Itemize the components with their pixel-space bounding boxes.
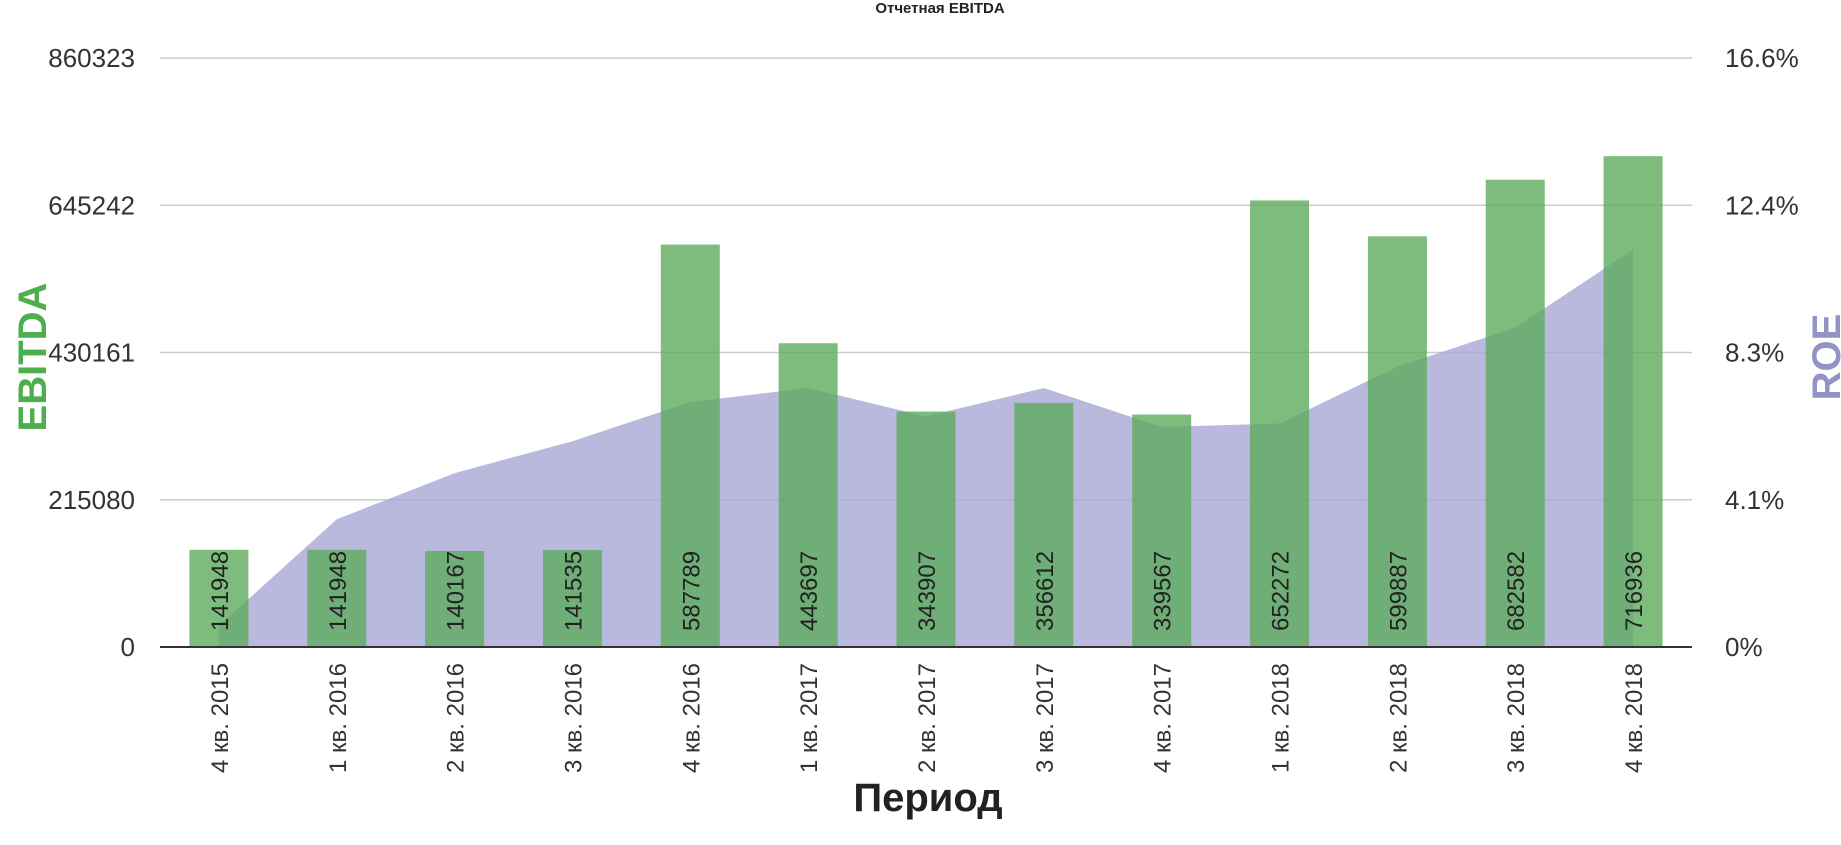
left-y-axis-title: EBITDA [11, 283, 55, 432]
x-tick-label: 3 кв. 2016 [560, 663, 587, 773]
bar-value-label: 141948 [325, 551, 352, 631]
x-tick-label: 4 кв. 2018 [1621, 663, 1648, 773]
x-tick-label: 4 кв. 2017 [1150, 663, 1177, 773]
bar-value-label: 339567 [1150, 551, 1177, 631]
right-y-tick-label: 0% [1725, 632, 1763, 662]
ebitda-bar [778, 343, 838, 647]
left-y-tick-label: 860323 [48, 43, 135, 73]
x-axis-ticks: 4 кв. 2015 1 кв. 2016 2 кв. 2016 3 кв. 2016… [207, 663, 1648, 773]
right-y-axis-ticks: 0% 4.1% 8.3% 12.4% 16.6% [1725, 43, 1799, 662]
x-tick-label: 2 кв. 2018 [1385, 663, 1412, 773]
right-y-tick-label: 4.1% [1725, 485, 1784, 515]
ebitda-bar [307, 549, 367, 647]
x-tick-label: 4 кв. 2015 [207, 663, 234, 773]
x-tick-label: 3 кв. 2017 [1032, 663, 1059, 773]
ebitda-bar [1132, 414, 1192, 647]
x-tick-label: 1 кв. 2018 [1268, 663, 1295, 773]
ebitda-bar [425, 551, 485, 647]
right-y-tick-label: 8.3% [1725, 338, 1784, 368]
bar-value-label: 682582 [1503, 551, 1530, 631]
left-y-axis-ticks: 0 215080 430161 645242 860323 [48, 43, 135, 662]
x-axis-title: Период [853, 776, 1002, 820]
ebitda-bar [1603, 156, 1663, 647]
bar-value-label: 587789 [678, 551, 705, 631]
right-y-tick-label: 16.6% [1725, 43, 1799, 73]
ebitda-bar [1367, 236, 1427, 648]
x-tick-label: 2 кв. 2017 [914, 663, 941, 773]
bar-value-label: 443697 [796, 551, 823, 631]
left-y-tick-label: 430161 [48, 338, 135, 368]
bar-value-label: 652272 [1268, 551, 1295, 631]
ebitda-bar [542, 550, 602, 647]
x-tick-label: 1 кв. 2016 [325, 663, 352, 773]
bar-value-label: 343907 [914, 551, 941, 631]
bar-value-label: 356612 [1032, 551, 1059, 631]
left-y-tick-label: 0 [121, 632, 135, 662]
bar-value-label: 716936 [1621, 551, 1648, 631]
x-tick-label: 4 кв. 2016 [678, 663, 705, 773]
right-y-tick-label: 12.4% [1725, 190, 1799, 220]
ebitda-bar [1485, 179, 1545, 647]
ebitda-bar [1014, 402, 1074, 647]
chart-title: Отчетная EBITDA [875, 0, 1005, 17]
left-y-tick-label: 215080 [48, 485, 135, 515]
x-tick-label: 2 кв. 2016 [443, 663, 470, 773]
bar-data-labels: 141948 141948 140167 141535 587789 443697 3439… [207, 551, 1648, 631]
bar-value-label: 141948 [207, 551, 234, 631]
bar-value-label: 141535 [560, 551, 587, 631]
left-y-tick-label: 645242 [48, 190, 135, 220]
x-tick-label: 3 кв. 2018 [1503, 663, 1530, 773]
right-y-axis-title: ROE [1805, 314, 1841, 401]
ebitda-bar [1250, 200, 1310, 647]
bar-value-label: 140167 [443, 551, 470, 631]
x-tick-label: 1 кв. 2017 [796, 663, 823, 773]
bar-value-label: 599887 [1385, 551, 1412, 631]
ebitda-bar-series [189, 156, 1663, 648]
ebitda-bar [189, 549, 249, 647]
ebitda-bar [660, 244, 720, 647]
ebitda-bar [896, 411, 956, 647]
